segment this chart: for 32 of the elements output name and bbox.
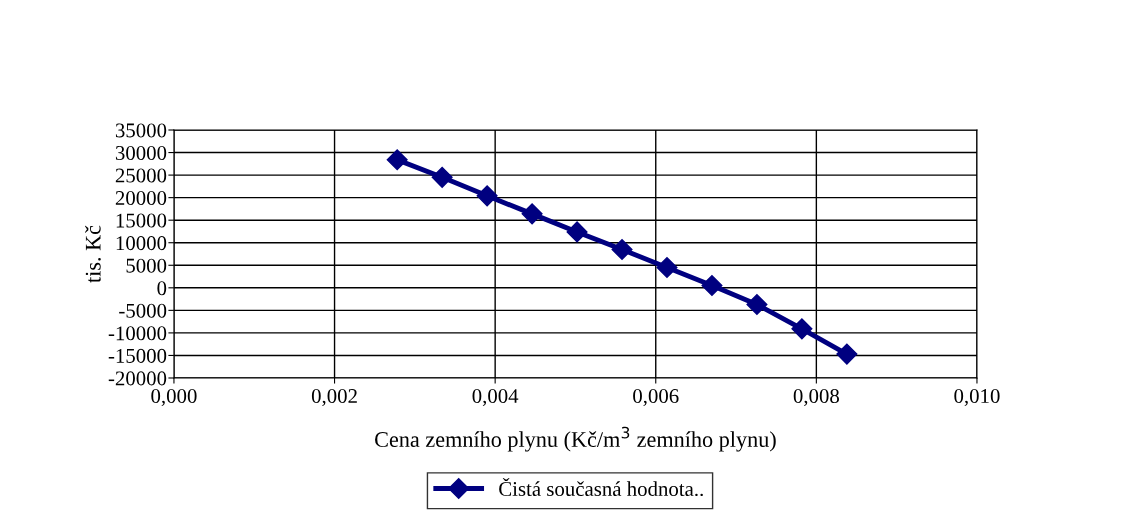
point — [791, 318, 813, 340]
point — [836, 343, 858, 365]
point — [566, 221, 588, 243]
y-tick-label: 20000 — [115, 191, 167, 206]
x-axis-title: Cena zemního plynu (Kč/m$^{3}$ zemního plynu) — [375, 426, 776, 452]
point — [611, 238, 633, 261]
y-tick-label: 25000 — [115, 168, 167, 183]
x-tick-label: 0,006 — [633, 389, 679, 407]
point — [476, 185, 498, 207]
y-tick-label: 15000 — [116, 213, 167, 228]
point — [431, 166, 453, 188]
point — [521, 203, 543, 225]
point — [701, 275, 723, 297]
y-tick-label: -20000 — [108, 371, 167, 386]
y-tick-label: -10000 — [108, 326, 167, 341]
x-tick-label: 0,000 — [151, 389, 197, 407]
y-tick-label: 5000 — [126, 258, 167, 273]
y-tick-label: 30000 — [115, 145, 167, 160]
x-tick-label: 0,002 — [311, 389, 357, 407]
y-tick-label: 10000 — [116, 236, 167, 251]
x-tick-label: 0,008 — [793, 389, 839, 407]
point — [656, 257, 678, 279]
y-tick-label: -15000 — [108, 348, 167, 363]
point — [386, 149, 408, 171]
x-tick-label: 0,004 — [472, 389, 519, 407]
y-tick-label: 35000 — [115, 123, 167, 138]
y-tick-label: 0 — [157, 281, 167, 296]
legend-label: Čistá současná hodnota.. — [499, 477, 703, 497]
y-tick-label: -5000 — [119, 303, 167, 318]
y-axis-title: tis. Kč — [85, 225, 101, 283]
x-tick-label: 0,010 — [954, 389, 1000, 407]
point — [746, 293, 768, 316]
